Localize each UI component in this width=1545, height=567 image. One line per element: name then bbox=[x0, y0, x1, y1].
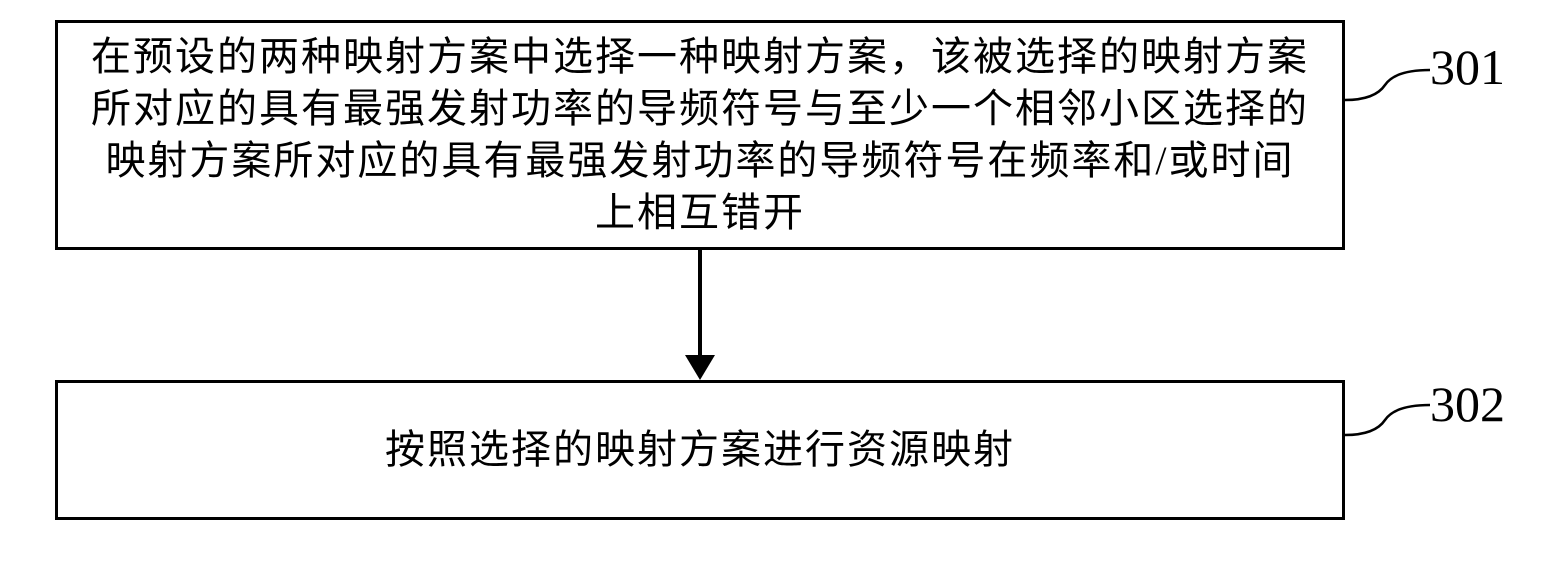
flowchart-step-1: 在预设的两种映射方案中选择一种映射方案，该被选择的映射方案所对应的具有最强发射功… bbox=[55, 20, 1345, 250]
label-connector-1 bbox=[1345, 65, 1440, 115]
label-connector-2 bbox=[1345, 400, 1440, 450]
step-2-text: 按照选择的映射方案进行资源映射 bbox=[385, 424, 1015, 476]
flowchart-step-2: 按照选择的映射方案进行资源映射 bbox=[55, 380, 1345, 520]
step-1-text: 在预设的两种映射方案中选择一种映射方案，该被选择的映射方案所对应的具有最强发射功… bbox=[88, 31, 1312, 239]
step-1-label: 301 bbox=[1430, 38, 1505, 96]
arrow-head bbox=[685, 355, 715, 380]
step-2-label: 302 bbox=[1430, 375, 1505, 433]
arrow-shaft bbox=[698, 250, 702, 360]
